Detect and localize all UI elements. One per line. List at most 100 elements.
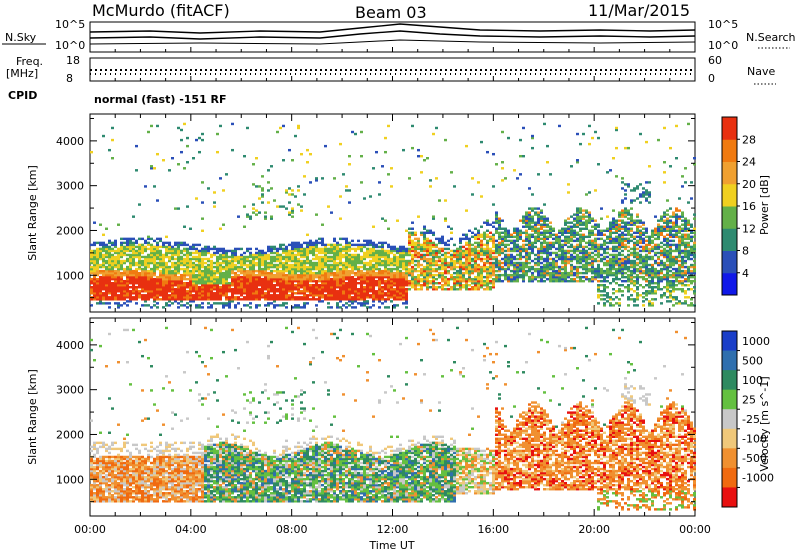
power-cell bbox=[498, 275, 501, 279]
power-cell bbox=[507, 261, 510, 265]
power-cell bbox=[468, 273, 471, 277]
power-cell bbox=[228, 255, 231, 259]
power-cell bbox=[600, 294, 603, 297]
power-cell bbox=[120, 275, 123, 279]
power-cell bbox=[123, 261, 126, 265]
power-cell bbox=[111, 249, 114, 253]
power-cell bbox=[366, 267, 369, 271]
power-cell bbox=[150, 281, 153, 285]
power-cell bbox=[582, 271, 585, 275]
power-cell bbox=[135, 296, 138, 299]
power-cell bbox=[339, 300, 342, 303]
power-cell bbox=[183, 292, 186, 295]
power-cell bbox=[369, 195, 372, 198]
power-cell bbox=[288, 211, 291, 214]
power-cell bbox=[315, 281, 318, 285]
power-cell bbox=[324, 263, 327, 267]
power-cell bbox=[315, 263, 318, 267]
power-cell bbox=[390, 261, 393, 265]
power-cell bbox=[132, 243, 135, 247]
power-cell bbox=[108, 253, 111, 257]
power-cell bbox=[480, 286, 483, 289]
power-cell bbox=[297, 267, 300, 271]
power-cell bbox=[381, 279, 384, 283]
power-cell bbox=[474, 253, 477, 257]
power-cell bbox=[309, 239, 312, 243]
power-cell bbox=[354, 288, 357, 291]
power-cell bbox=[561, 279, 564, 283]
power-cell bbox=[429, 231, 432, 235]
power-cell bbox=[276, 273, 279, 277]
power-cell bbox=[555, 269, 558, 273]
power-cell bbox=[213, 279, 216, 283]
power-cell bbox=[468, 243, 471, 247]
power-cell bbox=[123, 241, 126, 245]
power-cell bbox=[552, 271, 555, 275]
power-cell bbox=[594, 257, 597, 261]
power-cell bbox=[201, 306, 204, 309]
power-cell bbox=[438, 259, 441, 263]
power-cell bbox=[567, 183, 570, 186]
power-cell bbox=[141, 271, 144, 275]
power-cell bbox=[153, 167, 156, 170]
power-cell bbox=[309, 251, 312, 255]
power-cell bbox=[258, 271, 261, 275]
power-cell bbox=[132, 279, 135, 283]
power-cell bbox=[195, 265, 198, 269]
power-cell bbox=[537, 253, 540, 257]
power-cell bbox=[351, 279, 354, 283]
power-cell bbox=[102, 298, 105, 301]
power-cell bbox=[291, 247, 294, 251]
power-cell bbox=[432, 284, 435, 287]
power-cell bbox=[135, 169, 138, 172]
power-cell bbox=[159, 269, 162, 273]
power-cell bbox=[336, 265, 339, 269]
power-cell bbox=[558, 275, 561, 279]
power-cell bbox=[297, 261, 300, 265]
power-cell bbox=[219, 261, 222, 265]
power-cell bbox=[474, 288, 477, 291]
power-cell bbox=[594, 189, 597, 192]
power-cell bbox=[180, 275, 183, 279]
power-cell bbox=[165, 251, 168, 255]
power-cell bbox=[225, 277, 228, 281]
power-cell bbox=[378, 306, 381, 309]
power-cell bbox=[225, 269, 228, 273]
power-cell bbox=[594, 267, 597, 271]
power-cell bbox=[291, 296, 294, 299]
power-cell bbox=[291, 279, 294, 283]
power-cell bbox=[279, 126, 282, 130]
power-cell bbox=[288, 253, 291, 257]
power-cell bbox=[285, 286, 288, 289]
power-cell bbox=[246, 265, 249, 269]
power-cell bbox=[195, 275, 198, 279]
power-cell bbox=[141, 255, 144, 259]
power-cell bbox=[144, 241, 147, 245]
power-cell bbox=[633, 235, 636, 239]
power-cell bbox=[138, 279, 141, 283]
power-cell bbox=[90, 257, 93, 261]
power-cell bbox=[510, 279, 513, 283]
power-cell bbox=[471, 267, 474, 271]
power-cell bbox=[570, 277, 573, 281]
power-cell bbox=[270, 271, 273, 275]
power-cell bbox=[207, 290, 210, 293]
power-cell bbox=[615, 175, 618, 178]
power-cell bbox=[531, 267, 534, 271]
power-cell bbox=[219, 249, 222, 253]
power-cell bbox=[312, 290, 315, 293]
power-cell bbox=[204, 273, 207, 277]
power-cell bbox=[555, 271, 558, 275]
power-cell bbox=[516, 267, 519, 271]
power-cell bbox=[630, 199, 633, 202]
power-cell bbox=[630, 189, 633, 192]
power-cell bbox=[348, 288, 351, 291]
power-cell bbox=[504, 273, 507, 277]
power-cell bbox=[432, 255, 435, 259]
power-cell bbox=[312, 279, 315, 283]
power-cell bbox=[456, 288, 459, 291]
power-cell bbox=[228, 290, 231, 293]
power-cell bbox=[177, 249, 180, 253]
power-cell bbox=[411, 271, 414, 275]
power-cell bbox=[303, 175, 306, 178]
